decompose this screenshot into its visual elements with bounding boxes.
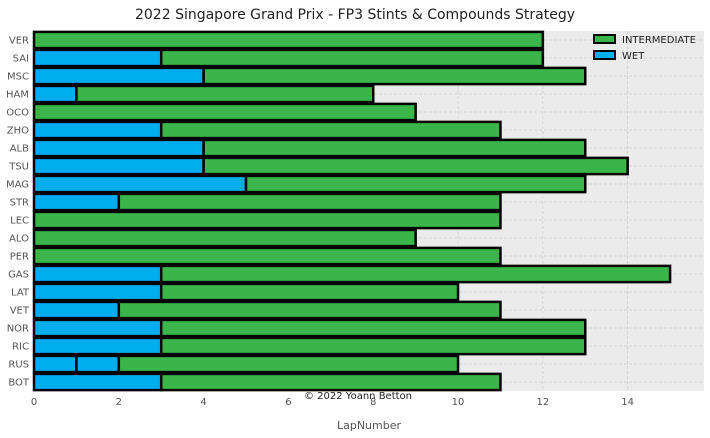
x-tick-label: 6 (285, 397, 291, 408)
driver-label: LEC (10, 216, 29, 227)
x-tick-labels: 0 2 4 6 8 10 12 14 (31, 397, 634, 408)
stint-bar (32, 336, 163, 356)
driver-label: TSU (8, 162, 29, 173)
legend-label: INTERMEDIATE (622, 35, 696, 46)
legend-swatch (593, 50, 616, 60)
driver-label: RUS (8, 360, 29, 371)
stint-bar (32, 30, 545, 50)
stint-bar (159, 336, 587, 356)
stint-bar (32, 84, 78, 104)
driver-label: HAM (6, 90, 29, 101)
driver-label: GAS (8, 270, 29, 281)
stint-bar (159, 318, 587, 338)
stint-bar (159, 48, 545, 68)
x-tick-label: 14 (621, 397, 634, 408)
legend: INTERMEDIATE WET (593, 34, 696, 62)
stint-bar (32, 300, 121, 320)
stint-bar (32, 264, 163, 284)
x-axis-label: LapNumber (337, 419, 402, 432)
driver-label: VET (10, 306, 30, 317)
stint-bar (32, 48, 163, 68)
stint-bar (159, 264, 672, 284)
stint-bar (117, 300, 502, 320)
x-tick-label: 4 (200, 397, 206, 408)
stint-bar (32, 228, 417, 248)
stint-bar (32, 120, 163, 140)
stint-bar (75, 354, 121, 374)
stint-bar (32, 372, 163, 392)
credit-text: © 2022 Yoann Betton (304, 391, 412, 402)
bars (32, 30, 672, 392)
legend-label: WET (622, 51, 645, 62)
stint-bar (202, 138, 587, 158)
x-tick-label: 12 (536, 397, 549, 408)
driver-label: ALB (10, 144, 29, 155)
stint-bar (32, 354, 78, 374)
y-tick-labels: VER SAI MSC HAM OCO ZHO ALB TSU MAG STR LEC ALO PER G… (6, 36, 30, 389)
driver-label: LAT (11, 288, 30, 299)
stint-bar (32, 66, 205, 86)
stint-bar (202, 66, 587, 86)
driver-label: OCO (6, 108, 29, 119)
driver-label: ALO (9, 234, 29, 245)
driver-label: ZHO (7, 126, 29, 137)
driver-label: SAI (13, 54, 29, 65)
stint-bar (32, 102, 417, 122)
stint-bar (159, 282, 460, 302)
stint-bar (159, 120, 502, 140)
driver-label: RIC (12, 342, 29, 353)
driver-label: MAG (6, 180, 29, 191)
driver-label: PER (10, 252, 29, 263)
stint-bar (32, 318, 163, 338)
stint-bar (32, 282, 163, 302)
driver-label: VER (9, 36, 29, 47)
stint-bar (32, 138, 205, 158)
x-tick-label: 10 (452, 397, 465, 408)
driver-label: BOT (8, 378, 30, 389)
stint-bar (244, 174, 587, 194)
stint-bar (32, 210, 502, 230)
driver-label: STR (10, 198, 29, 209)
stint-bar (32, 192, 121, 212)
stint-bar (117, 192, 502, 212)
stint-bar (159, 372, 502, 392)
chart-title: 2022 Singapore Grand Prix - FP3 Stints &… (135, 7, 575, 23)
x-tick-label: 2 (116, 397, 122, 408)
legend-swatch (593, 34, 616, 44)
x-tick-label: 8 (370, 397, 376, 408)
stint-bar (202, 156, 629, 176)
driver-label: MSC (7, 72, 29, 83)
stint-bar (75, 84, 375, 104)
stint-bar (32, 246, 502, 266)
driver-label: NOR (7, 324, 29, 335)
stint-bar (117, 354, 460, 374)
stint-bar (32, 156, 205, 176)
x-tick-label: 0 (31, 397, 37, 408)
stint-bar (32, 174, 248, 194)
